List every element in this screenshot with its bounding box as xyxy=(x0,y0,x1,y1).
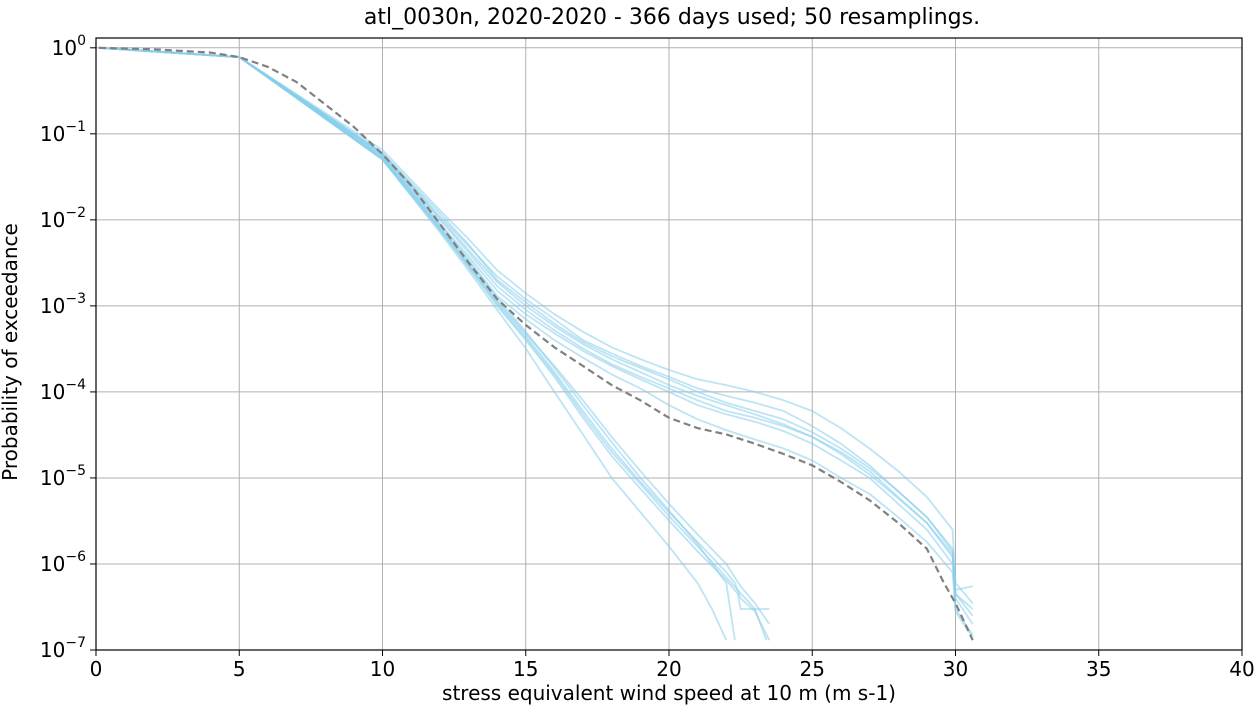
y-tick-label: 10−6 xyxy=(40,549,86,576)
x-axis-label: stress equivalent wind speed at 10 m (m … xyxy=(442,681,896,705)
resample-line xyxy=(98,46,974,610)
x-tick-label: 35 xyxy=(1086,657,1111,681)
mean-series xyxy=(98,46,974,641)
grid-lines xyxy=(95,38,1243,651)
x-tick-label: 10 xyxy=(370,657,395,681)
x-tick-label: 5 xyxy=(233,657,246,681)
y-axis-label: Probability of exceedance xyxy=(0,223,22,481)
y-tick-label: 10−2 xyxy=(40,205,86,232)
resample-line xyxy=(98,46,974,638)
x-tick-label: 25 xyxy=(800,657,825,681)
resample-line xyxy=(98,46,974,604)
resample-line xyxy=(98,46,768,641)
x-tick-label: 20 xyxy=(656,657,681,681)
y-tick-label: 10−7 xyxy=(40,635,86,662)
y-tick-label: 10−1 xyxy=(40,119,86,146)
resample-line xyxy=(98,46,728,641)
x-tick-label: 30 xyxy=(943,657,968,681)
resample-line xyxy=(98,46,974,636)
x-tick-label: 15 xyxy=(513,657,538,681)
y-axis-ticks: 100 10−1 10−2 10−3 10−4 10−5 10−6 10−7 xyxy=(40,33,96,662)
x-axis-ticks: 0 5 10 15 20 25 30 35 40 xyxy=(90,650,1255,681)
resample-line xyxy=(98,46,973,591)
y-tick-label: 10−5 xyxy=(40,463,86,490)
mean-line xyxy=(98,46,974,641)
y-tick-label: 10−4 xyxy=(40,377,86,404)
resample-line xyxy=(98,46,736,641)
y-tick-label: 100 xyxy=(52,33,86,60)
y-tick-label: 10−3 xyxy=(40,291,86,318)
chart-title: atl_0030n, 2020-2020 - 366 days used; 50… xyxy=(364,5,980,30)
x-tick-label: 40 xyxy=(1229,657,1254,681)
resample-series xyxy=(98,46,974,641)
x-tick-label: 0 xyxy=(90,657,103,681)
